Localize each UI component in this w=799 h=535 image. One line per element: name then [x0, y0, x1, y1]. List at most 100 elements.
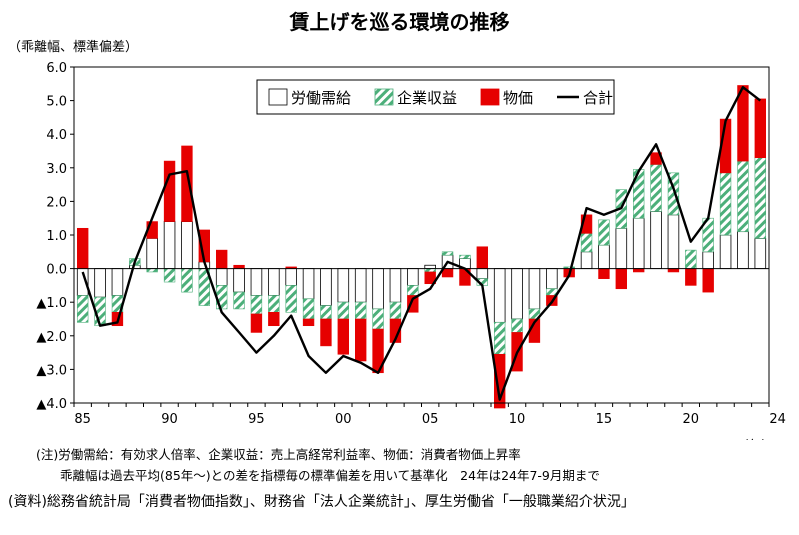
bar-segment [268, 311, 280, 327]
x-tick-label: 00 [335, 412, 352, 427]
y-tick-label: ▲2.0 [36, 330, 67, 345]
bar-segment [598, 268, 610, 279]
bar-segment [111, 268, 124, 296]
bar-segment [615, 268, 627, 290]
bar-segment [685, 268, 697, 286]
legend-box [256, 79, 615, 115]
bar-segment [181, 221, 193, 269]
bar-segment [615, 227, 628, 269]
bar-segment [163, 160, 176, 222]
x-tick-label: 95 [248, 412, 265, 427]
bar-segment [268, 268, 280, 296]
bar-segment [233, 264, 245, 269]
bar-segment [580, 251, 593, 270]
bar-segment [354, 268, 367, 303]
bar-segment [146, 268, 158, 273]
bar-segment [389, 318, 402, 343]
bar-segment [494, 322, 506, 355]
bar-segment [285, 285, 297, 313]
y-tick-label: ▲4.0 [36, 397, 67, 412]
y-tick-label: 4.0 [46, 128, 67, 143]
chart-area: 6.0 5.0 4.0 3.0 2.0 1.0 0.0 ▲1.0 ▲2.0 ▲3.0 ▲4.0 85 9… [36, 61, 786, 440]
bar-segment [181, 268, 193, 293]
legend-label: 労働需給 [291, 89, 351, 107]
bar-segment [216, 249, 228, 269]
bar-segment [424, 268, 436, 273]
bar-segment [302, 298, 315, 320]
bar-segment [250, 313, 263, 333]
bar-segment [216, 285, 228, 310]
bar-segment [546, 268, 558, 290]
bar-segment [302, 268, 315, 300]
x-tick-label: 10 [509, 412, 526, 427]
x-tick-label: 05 [422, 412, 439, 427]
bar-segment [424, 271, 436, 285]
bar-segment [337, 318, 349, 355]
bar-segment [233, 268, 245, 293]
bar-segment [754, 98, 766, 159]
bar-segment [163, 268, 176, 283]
legend-swatch [374, 88, 394, 106]
bar-segment [667, 268, 680, 273]
bar-segment [250, 295, 263, 315]
bar-segment [250, 268, 263, 296]
bar-segment [372, 308, 384, 330]
bar-segment [685, 249, 697, 269]
y-tick-label: 6.0 [46, 61, 67, 76]
y-tick-label: 1.0 [46, 229, 67, 244]
legend-label: 企業収益 [397, 89, 457, 107]
x-tick-label: 90 [161, 412, 178, 427]
legend-label: 物価 [503, 89, 533, 107]
y-tick-label: ▲3.0 [36, 363, 67, 378]
bar-segment [302, 318, 315, 327]
x-tick-label: 24 [769, 412, 786, 427]
y-tick-label: 0.0 [46, 263, 67, 278]
bar-segment [702, 268, 714, 293]
x-tick-label: 20 [683, 412, 700, 427]
bar-segment [650, 164, 662, 212]
bar-segment [320, 318, 332, 347]
plot-frame [73, 66, 770, 404]
bar-segment [215, 268, 228, 286]
bar-segment [268, 295, 280, 313]
bar-segment [77, 227, 89, 269]
bar-segment [580, 214, 593, 234]
bar-segment [355, 301, 367, 320]
legend: 労働需給 企業収益 物価 合計 [256, 79, 615, 115]
bar-segment [667, 172, 680, 216]
bars [76, 85, 767, 409]
bar-segment [337, 301, 349, 320]
bar-segment [285, 268, 297, 286]
bar-segment [511, 318, 523, 333]
note-definitions: (注)労働需給：有効求人倍率、企業収益：売上高経常利益率、物価：消費者物価上昇率 [36, 447, 521, 462]
bar-segment [737, 231, 749, 269]
bar-segment [580, 233, 593, 253]
bar-segment [598, 219, 610, 246]
bar-segment [528, 268, 541, 310]
bar-segment [389, 268, 402, 303]
note-standardization: 乖離幅は過去平均(85年～)との差を指標毎の標準偏差を用いて基準化 24年は24… [60, 468, 600, 483]
bar-segment [424, 264, 436, 269]
bar-segment [407, 295, 419, 313]
bar-segment [737, 160, 749, 232]
bar-segment [355, 318, 367, 362]
y-tick-label: 3.0 [46, 162, 67, 177]
y-tick-label: ▲1.0 [36, 296, 67, 311]
y-tick-label: 5.0 [46, 95, 67, 110]
bar-segment [476, 246, 488, 269]
bar-segment [719, 234, 732, 269]
bar-segment [754, 237, 767, 270]
bar-segment [441, 251, 454, 256]
bar-segment [633, 268, 645, 273]
bar-segment [372, 268, 384, 310]
bar-segment [320, 268, 332, 306]
x-axis-label: （年） [735, 439, 774, 440]
bar-segment [337, 268, 350, 303]
bar-segment [754, 157, 766, 239]
bar-segment [146, 237, 158, 270]
bar-segment [163, 221, 176, 269]
x-tick-label: 15 [596, 412, 613, 427]
bar-segment [650, 211, 662, 269]
bar-segment [493, 268, 506, 323]
legend-swatch [268, 88, 288, 106]
